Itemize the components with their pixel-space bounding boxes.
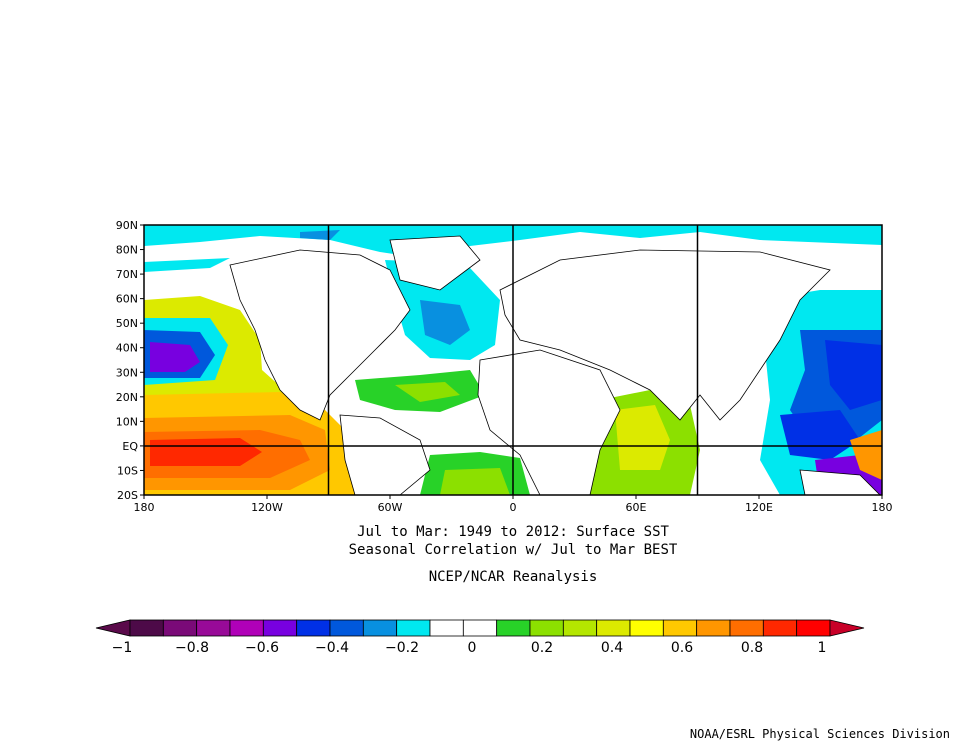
colorbar-swatch xyxy=(296,619,331,637)
lat-tick-label: 60N xyxy=(116,293,138,306)
colorbar-swatch xyxy=(696,619,731,637)
colorbar-label: 0.8 xyxy=(741,640,763,656)
colorbar-label: −1 xyxy=(112,640,133,656)
colorbar-swatch xyxy=(629,619,664,637)
lon-tick-label: 60W xyxy=(378,501,403,514)
colorbar-swatch xyxy=(562,619,598,637)
lat-tick-label: 50N xyxy=(116,317,138,330)
colorbar-label: −0.6 xyxy=(245,640,279,656)
colorbar-swatch xyxy=(796,619,831,637)
colorbar-high-arrow xyxy=(829,619,865,637)
colorbar-swatch xyxy=(529,619,564,637)
lat-tick-label: 20S xyxy=(117,489,138,502)
latitude-ticks: 90N 80N 70N 60N 50N 40N 30N 20N 10N EQ 10S 20S xyxy=(116,219,144,502)
map-gridlines xyxy=(144,225,882,495)
title-line-1: Jul to Mar: 1949 to 2012: Surface SST xyxy=(357,524,669,540)
colorbar-swatch xyxy=(429,619,464,637)
lat-tick-label: 90N xyxy=(116,219,138,232)
continent-outlines xyxy=(229,235,881,495)
longitude-ticks: 180 120W 60W 0 60E 120E 180 xyxy=(134,495,893,514)
colorbar-swatch xyxy=(762,619,798,637)
lat-tick-label: 40N xyxy=(116,342,138,355)
correlation-map xyxy=(143,224,883,496)
sst-field xyxy=(144,225,882,495)
colorbar-label: 0 xyxy=(468,640,477,656)
lon-tick-label: 120W xyxy=(251,501,283,514)
lon-tick-label: 120E xyxy=(745,501,773,514)
colorbar-label: −0.8 xyxy=(175,640,209,656)
colorbar-swatch xyxy=(329,619,364,637)
colorbar: −1 −0.8 −0.6 −0.4 −0.2 0 0.2 0.4 0.6 0.8 1 xyxy=(95,619,865,656)
colorbar-swatch xyxy=(262,619,298,637)
lon-tick-label: 180 xyxy=(134,501,155,514)
colorbar-label: 1 xyxy=(818,640,827,656)
lon-tick-label: 0 xyxy=(510,501,517,514)
lat-tick-label: 80N xyxy=(116,244,138,257)
subtitle: NCEP/NCAR Reanalysis xyxy=(429,569,598,585)
colorbar-swatch xyxy=(362,619,398,637)
lat-tick-label: 20N xyxy=(116,391,138,404)
lat-tick-label: 70N xyxy=(116,268,138,281)
lat-tick-label: 10N xyxy=(116,415,138,428)
colorbar-swatch xyxy=(229,619,264,637)
colorbar-swatch xyxy=(129,619,164,637)
colorbar-label: 0.6 xyxy=(671,640,693,656)
credit-text: NOAA/ESRL Physical Sciences Division xyxy=(690,727,950,741)
colorbar-label: −0.4 xyxy=(315,640,349,656)
colorbar-label: −0.2 xyxy=(385,640,419,656)
colorbar-swatch xyxy=(162,619,198,637)
colorbar-swatch xyxy=(496,619,531,637)
lat-tick-label: 30N xyxy=(116,366,138,379)
colorbar-low-arrow xyxy=(95,619,131,637)
colorbar-swatch xyxy=(596,619,631,637)
colorbar-swatch xyxy=(196,619,231,637)
lat-tick-label: 10S xyxy=(117,464,138,477)
colorbar-swatch xyxy=(396,619,431,637)
colorbar-swatch xyxy=(462,619,498,637)
lon-tick-label: 60E xyxy=(626,501,647,514)
colorbar-label: 0.4 xyxy=(601,640,623,656)
colorbar-swatch xyxy=(662,619,698,637)
colorbar-label: 0.2 xyxy=(531,640,553,656)
colorbar-swatch xyxy=(729,619,764,637)
title-line-2: Seasonal Correlation w/ Jul to Mar BEST xyxy=(349,542,678,558)
lat-tick-label: EQ xyxy=(122,440,138,453)
lon-tick-label: 180 xyxy=(872,501,893,514)
